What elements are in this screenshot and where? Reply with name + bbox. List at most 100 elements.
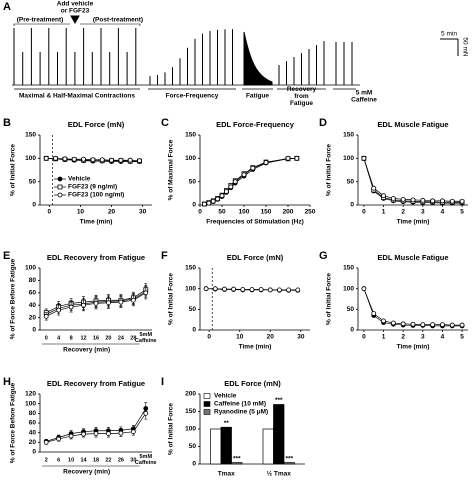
y-tick-label: 40 <box>29 429 37 436</box>
x-tick-label: 30 <box>139 209 147 216</box>
bar <box>210 428 222 465</box>
y-tick-label: 100 <box>185 426 196 433</box>
y-tick-label: 100 <box>25 400 36 407</box>
legend-label: Ryanodine (5 μM) <box>214 409 268 416</box>
x-tick-label: 250 <box>305 209 316 216</box>
scale-force: 50 mN <box>461 37 468 56</box>
y-tick-label: 120 <box>25 391 36 398</box>
panel-label: H <box>3 376 11 388</box>
y-tick-label: 50 <box>189 306 197 313</box>
point <box>81 431 86 437</box>
point <box>294 155 300 161</box>
y-tick-label: 150 <box>25 132 36 139</box>
significance: *** <box>285 455 293 462</box>
legend-marker <box>57 176 63 182</box>
x-tick-label: 10 <box>236 334 244 341</box>
point <box>232 179 238 185</box>
point <box>267 287 273 293</box>
bar <box>262 428 274 465</box>
phase-label: Maximal & Half-Maximal Contractions <box>19 93 135 100</box>
point <box>210 198 216 204</box>
point <box>81 156 86 162</box>
legend-label: Vehicle <box>214 393 237 400</box>
point <box>222 286 227 292</box>
y-tick-label: 50 <box>189 178 197 185</box>
point <box>137 158 142 164</box>
point <box>361 286 367 292</box>
point <box>295 287 301 293</box>
point <box>81 302 86 308</box>
y-tick-label: 100 <box>343 155 354 162</box>
panel-label: E <box>3 250 10 262</box>
x-tick-label: 26 <box>118 457 124 463</box>
chart-title: EDL Force (mN) <box>227 253 284 262</box>
x-tick-label: 4 <box>441 209 445 216</box>
scale-time: 5 min <box>441 31 457 38</box>
x-tick-label: 0 <box>207 334 211 341</box>
y-axis-label: % of Initial Force <box>168 403 175 455</box>
x-tick-label: 5mM Caffeine <box>135 454 157 466</box>
point <box>277 287 282 293</box>
point <box>459 198 465 204</box>
x-tick-label: 22 <box>105 457 111 463</box>
x-tick-label: 16 <box>93 335 99 341</box>
point <box>56 307 62 313</box>
point <box>286 287 292 293</box>
legend-label: Caffeine (10 mM) <box>214 401 266 408</box>
x-tick-label: 4 <box>441 334 445 341</box>
phase-label: Fatigue <box>246 93 269 100</box>
point <box>249 287 255 292</box>
chart-title: EDL Force-Frequency <box>216 120 295 129</box>
x-tick-label: 3 <box>421 334 425 341</box>
chart-title: EDL Recovery from Fatigue <box>47 379 145 388</box>
bar <box>283 462 295 465</box>
y-tick-label: 200 <box>185 391 196 398</box>
bracket <box>13 23 70 26</box>
x-tick-label: 30 <box>130 457 136 463</box>
y-tick-label: 80 <box>29 410 37 417</box>
x-tick-label: 10 <box>77 209 85 216</box>
y-tick-label: 50 <box>29 178 37 185</box>
x-tick-label: 200 <box>283 209 294 216</box>
y-axis-label: % of Initial Force <box>10 144 17 196</box>
point <box>223 189 229 194</box>
event-label: or FGF23 <box>61 8 90 15</box>
point <box>203 286 209 292</box>
point <box>43 439 49 445</box>
x-axis-label: Recovery (min) <box>63 347 110 354</box>
x-tick-label: 2 <box>45 457 48 463</box>
y-tick-label: 0 <box>32 202 36 209</box>
point <box>43 155 49 161</box>
x-tick-label: 100 <box>239 209 250 216</box>
y-tick-label: 0 <box>192 461 196 468</box>
panel-label: F <box>161 250 168 262</box>
point <box>201 201 207 207</box>
point <box>361 155 367 161</box>
x-axis-label: Time (min) <box>397 344 430 351</box>
y-tick-label: 150 <box>343 265 354 272</box>
x-tick-label: 5 <box>460 334 464 341</box>
point <box>106 300 111 306</box>
y-axis-label: % of Maximal Force <box>168 139 175 200</box>
y-tick-label: 150 <box>185 408 196 415</box>
point <box>430 198 436 204</box>
point <box>130 297 136 303</box>
series-line <box>363 288 463 326</box>
point <box>219 193 225 199</box>
y-tick-label: 80 <box>29 277 37 284</box>
point <box>410 197 416 203</box>
y-tick-label: 100 <box>25 155 36 162</box>
point <box>206 200 212 206</box>
phase-label: 5 mM Caffeine <box>351 89 377 103</box>
legend-label: Vehicle <box>68 176 91 183</box>
point <box>400 196 406 202</box>
panel-label: I <box>161 376 164 388</box>
x-tick-label: 20 <box>108 209 116 216</box>
point <box>390 196 396 201</box>
point <box>410 321 416 327</box>
y-tick-label: 100 <box>25 265 36 272</box>
legend-swatch <box>203 401 211 407</box>
x-tick-label: 28 <box>130 335 136 341</box>
point <box>62 156 68 162</box>
point <box>118 430 124 436</box>
